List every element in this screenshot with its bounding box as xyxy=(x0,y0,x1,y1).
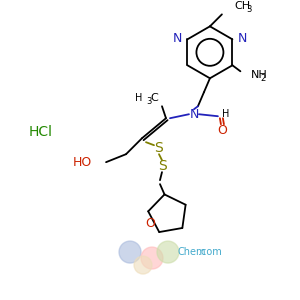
Text: CH: CH xyxy=(234,2,250,11)
Text: 3: 3 xyxy=(146,97,152,106)
Text: N: N xyxy=(189,108,199,121)
Text: S: S xyxy=(154,141,164,155)
Circle shape xyxy=(134,256,152,274)
Text: HCl: HCl xyxy=(28,125,52,139)
Circle shape xyxy=(141,247,163,269)
Text: H: H xyxy=(222,109,229,119)
Text: H: H xyxy=(135,93,142,103)
Circle shape xyxy=(157,241,179,263)
Text: O: O xyxy=(217,124,227,137)
Text: O: O xyxy=(145,217,155,230)
Text: .com: .com xyxy=(198,247,222,257)
Text: 2: 2 xyxy=(260,74,266,83)
Text: NH: NH xyxy=(250,70,267,80)
Text: S: S xyxy=(159,159,167,173)
Text: Chem: Chem xyxy=(178,247,206,257)
Text: HO: HO xyxy=(73,156,92,169)
Text: N: N xyxy=(237,32,247,45)
Text: C: C xyxy=(150,93,158,103)
Text: 3: 3 xyxy=(246,5,251,14)
Text: N: N xyxy=(173,32,182,45)
Circle shape xyxy=(119,241,141,263)
